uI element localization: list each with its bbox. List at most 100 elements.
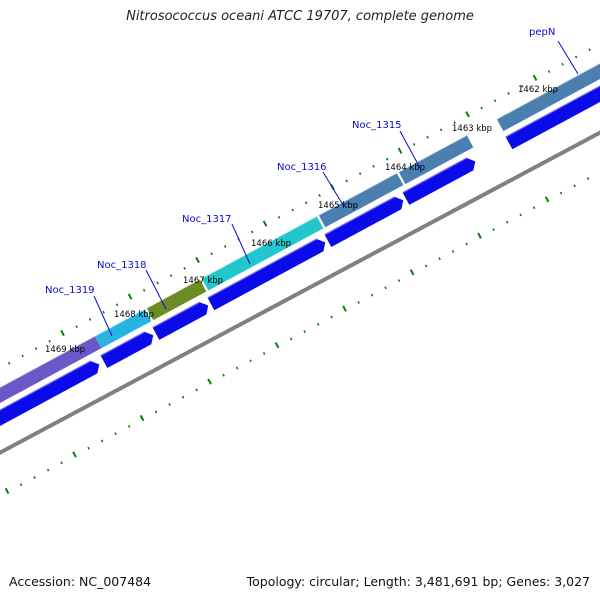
outer-tick-row — [4, 177, 590, 495]
outer-tick — [586, 177, 590, 180]
scale-tick — [520, 84, 524, 88]
noc-1317-label-line — [231, 223, 251, 265]
scale-tick — [223, 245, 227, 248]
outer-tick — [384, 286, 387, 290]
scale-tick — [453, 121, 456, 125]
outer-tick — [438, 257, 441, 261]
outer-tick — [4, 487, 10, 495]
outer-tick — [207, 378, 212, 385]
scale-tick — [75, 325, 78, 329]
gene-label-noc-1319: Noc_1319 — [45, 285, 95, 296]
accession-label: Accession: NC_007484 — [9, 574, 152, 589]
outer-tick — [559, 191, 563, 195]
cds-arrow-shade — [152, 301, 201, 329]
feature-noc-1319 — [94, 308, 152, 349]
gene-label-noc-1318: Noc_1318 — [97, 260, 147, 271]
outer-tick — [87, 446, 90, 450]
outer-tick — [330, 315, 333, 319]
gc-tick-row — [7, 48, 591, 365]
gene-label-noc-1316: Noc_1316 — [277, 162, 327, 173]
cds-track — [0, 85, 600, 426]
kbp-label-1463: 1463 kbp — [452, 124, 492, 134]
outer-tick — [519, 213, 522, 217]
scale-tick — [102, 310, 105, 314]
noc-1318-label-line — [145, 269, 167, 310]
scale-tick — [358, 172, 362, 176]
feature-noc-1317 — [201, 216, 324, 291]
outer-tick — [316, 322, 320, 326]
cds-arrow — [324, 196, 404, 248]
scale-tick — [574, 55, 578, 59]
outer-tick — [262, 352, 266, 355]
outer-tick — [477, 232, 482, 239]
cds-arrow-shade — [0, 360, 92, 411]
feature-noc-1318-shade — [146, 278, 201, 309]
cds-arrow — [100, 331, 154, 368]
gene-label-noc-1317: Noc_1317 — [182, 214, 232, 225]
scale-tick — [156, 281, 159, 285]
scale-tick — [250, 230, 254, 234]
gene-labels: pepN Noc_1315 Noc_1316 Noc_1317 Noc_1318… — [45, 27, 555, 296]
scale-tick — [21, 354, 24, 358]
scale-tick — [183, 266, 186, 270]
outer-tick — [544, 196, 550, 203]
kbp-label-1467: 1467 kbp — [183, 276, 223, 286]
cds-arrow — [152, 302, 209, 340]
scale-tick — [291, 208, 294, 212]
cds-arrow-shade — [100, 331, 146, 357]
scale-tick — [480, 106, 483, 110]
scale-tick — [532, 74, 538, 81]
outer-tick — [235, 366, 239, 370]
scale-tick — [142, 288, 146, 292]
scale-tick — [397, 147, 403, 154]
outer-tick — [72, 451, 77, 458]
scale-tick — [412, 143, 416, 146]
outer-tick — [139, 414, 145, 422]
feature-noc-1315 — [398, 135, 474, 185]
kbp-labels: 1462 kbp 1463 kbp 1464 kbp 1465 kbp 1466… — [45, 85, 558, 355]
kbp-label-1466: 1466 kbp — [251, 239, 291, 249]
outer-tick — [409, 269, 415, 276]
outer-tick — [100, 439, 104, 443]
noc-1316-label-line — [322, 171, 344, 206]
scale-tick — [60, 329, 65, 337]
feature-pepn — [496, 63, 600, 132]
outer-tick — [195, 388, 198, 392]
noc-1319-label-line — [93, 295, 113, 337]
scale-tick — [169, 274, 173, 278]
scale-tick — [385, 157, 389, 161]
scale-tick — [262, 220, 268, 227]
scale-tick — [34, 347, 38, 351]
feature-noc-1319-shade — [94, 308, 146, 337]
outer-tick — [249, 359, 252, 363]
outer-tick — [114, 432, 117, 436]
outer-tick — [181, 395, 185, 399]
outer-tick — [127, 424, 131, 428]
feature-noc-1318 — [146, 279, 207, 321]
outer-tick — [424, 264, 428, 268]
outer-tick — [465, 242, 468, 246]
cds-arrow — [0, 361, 100, 426]
outer-tick — [222, 373, 225, 377]
scale-tick — [304, 201, 308, 205]
scale-tick — [493, 99, 497, 103]
outer-tick — [492, 228, 495, 231]
kbp-label-1462: 1462 kbp — [518, 85, 558, 95]
map-title: Nitrosococcus oceani ATCC 19707, complet… — [126, 9, 474, 24]
cds-arrow — [207, 239, 326, 311]
gene-label-pepN: pepN — [529, 27, 555, 38]
scale-tick — [588, 48, 591, 52]
outer-tick — [303, 330, 306, 334]
kbp-label-1469: 1469 kbp — [45, 345, 85, 355]
outer-tick — [168, 403, 171, 406]
feature-noc-1316-shade — [318, 172, 398, 216]
scale-tick — [88, 317, 92, 321]
pepN-label-line — [557, 40, 579, 75]
scale-tick — [7, 361, 11, 365]
outer-tick — [342, 305, 347, 312]
kbp-label-1468: 1468 kbp — [114, 310, 154, 320]
genome-summary: Topology: circular; Length: 3,481,691 bp… — [246, 574, 590, 589]
scale-tick — [127, 293, 133, 300]
scale-tick — [547, 70, 551, 74]
cds-arrow-shade — [207, 238, 318, 299]
